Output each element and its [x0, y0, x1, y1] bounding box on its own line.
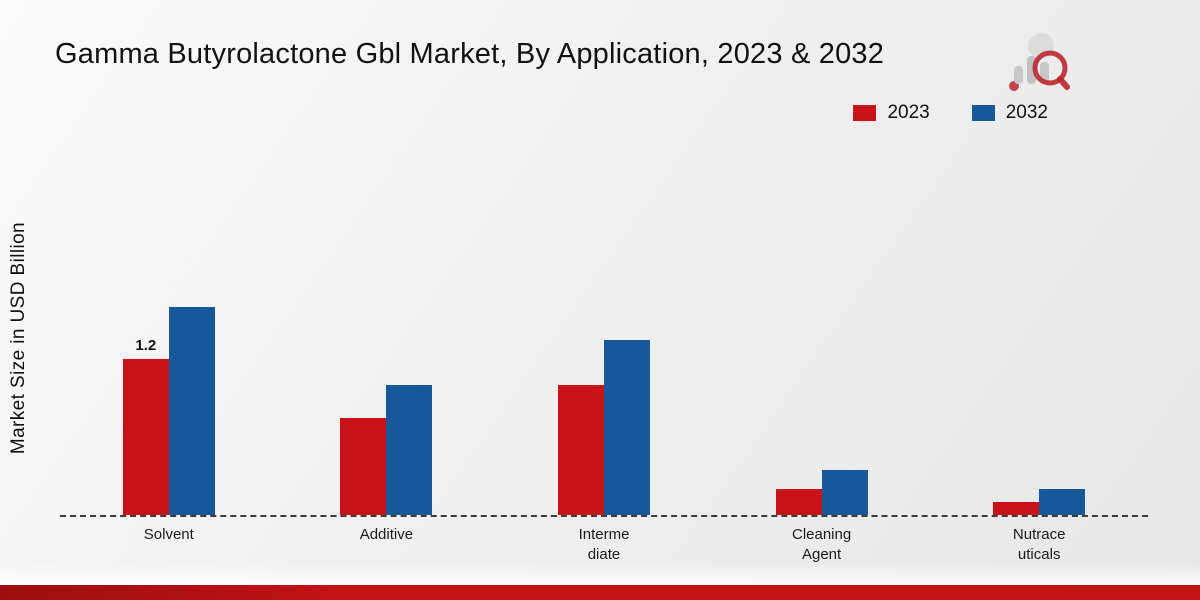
- footer-red-bar: [0, 585, 1200, 600]
- legend-swatch-2032: [971, 105, 995, 121]
- bar-2032-nutraceuticals: [1039, 489, 1086, 515]
- legend-label: 2023: [887, 102, 930, 123]
- bar-2023-solvent: 1.2: [122, 337, 169, 515]
- bar-group-intermediate: [495, 339, 713, 515]
- bar-2023-cleaning-agent: [775, 489, 822, 515]
- category-label-nutraceuticals: Nutrace uticals: [1012, 526, 1066, 563]
- category-label-cleaning-agent: Cleaning Agent: [791, 526, 852, 563]
- bar-2023-additive: [340, 417, 387, 515]
- bar-group-nutraceuticals: [930, 489, 1148, 515]
- category-label-solvent: Solvent: [143, 526, 194, 543]
- footer-fade: [0, 563, 1200, 585]
- bar-chart: 1.2 Solvent Additive Interme diate Cleaning A…: [60, 170, 1148, 564]
- bar-2023-nutraceuticals: [993, 502, 1040, 515]
- legend-swatch-2023: [853, 105, 877, 121]
- bar-2032-cleaning-agent: [821, 469, 868, 515]
- x-axis-baseline: [60, 515, 1148, 517]
- page-title: Gamma Butyrolactone Gbl Market, By Appli…: [55, 38, 885, 70]
- bar-2032-additive: [386, 385, 433, 515]
- bar-group-solvent: 1.2: [60, 307, 278, 515]
- legend-label: 2032: [1005, 102, 1048, 123]
- legend-item-2032: 2032: [971, 102, 1048, 124]
- legend: 2023 2032: [853, 102, 1048, 124]
- bar-group-additive: [278, 385, 496, 515]
- legend-item-2023: 2023: [853, 102, 930, 124]
- bar-2032-solvent: [168, 307, 215, 515]
- bar-group-cleaning-agent: [713, 469, 931, 515]
- market-research-logo-icon: [1009, 33, 1070, 91]
- bar-2023-intermediate: [557, 385, 604, 515]
- bar-2032-intermediate: [603, 339, 650, 515]
- y-axis-label: Market Size in USD Billion: [8, 222, 29, 455]
- bar-value-label: 1.2: [135, 337, 157, 354]
- chart-groups: 1.2: [60, 170, 1148, 515]
- category-label-intermediate: Interme diate: [578, 526, 630, 563]
- category-label-additive: Additive: [359, 526, 414, 543]
- category-labels: Solvent Additive Interme diate Cleaning Agent…: [60, 525, 1148, 564]
